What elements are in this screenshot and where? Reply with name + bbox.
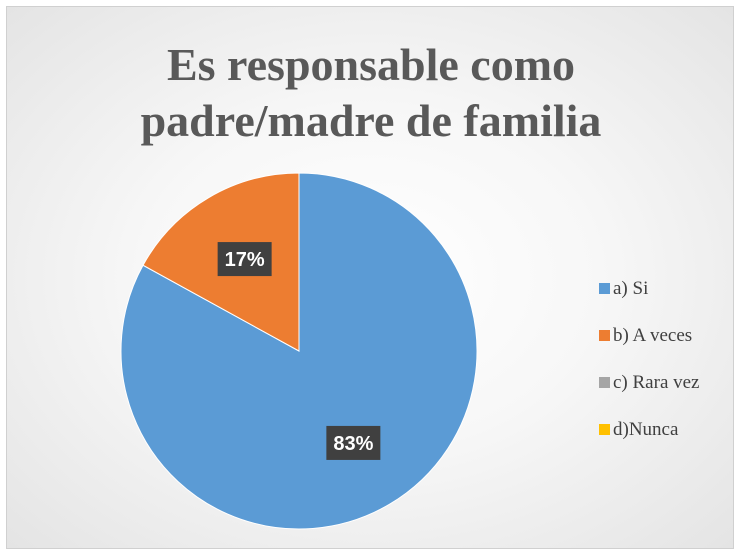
chart-area: Es responsable como padre/madre de famil…: [6, 6, 734, 549]
legend-entry-a-veces: b) A veces: [599, 324, 700, 347]
data-label-box-a-veces: [217, 242, 272, 277]
data-label-a-veces: 17%: [217, 242, 272, 277]
pie-chart: 83% 17%: [120, 172, 478, 530]
legend-swatch-si: [599, 283, 610, 294]
data-label-si: 83%: [326, 425, 381, 460]
legend: a) Si b) A veces c) Rara vez d)Nunca: [599, 277, 700, 465]
data-label-text-a-veces: 17%: [225, 249, 265, 271]
legend-entry-si: a) Si: [599, 277, 700, 300]
chart-title-line-2: padre/madre de familia: [140, 95, 602, 146]
data-label-box-si: [326, 425, 381, 460]
chart-title: Es responsable como padre/madre de famil…: [7, 37, 735, 149]
pie-slice-si: [120, 172, 478, 530]
legend-label-nunca: d)Nunca: [613, 418, 679, 440]
legend-swatch-rara-vez: [599, 377, 610, 388]
legend-swatch-a-veces: [599, 330, 610, 341]
legend-label-a-veces: b) A veces: [613, 324, 693, 346]
legend-label-si: a) Si: [613, 277, 649, 299]
chart-title-line-1: Es responsable como: [166, 39, 576, 90]
legend-entry-nunca: d)Nunca: [599, 418, 700, 441]
data-label-text-si: 83%: [333, 433, 373, 455]
legend-swatch-nunca: [599, 424, 610, 435]
legend-entry-rara-vez: c) Rara vez: [599, 371, 700, 394]
legend-label-rara-vez: c) Rara vez: [613, 371, 700, 393]
